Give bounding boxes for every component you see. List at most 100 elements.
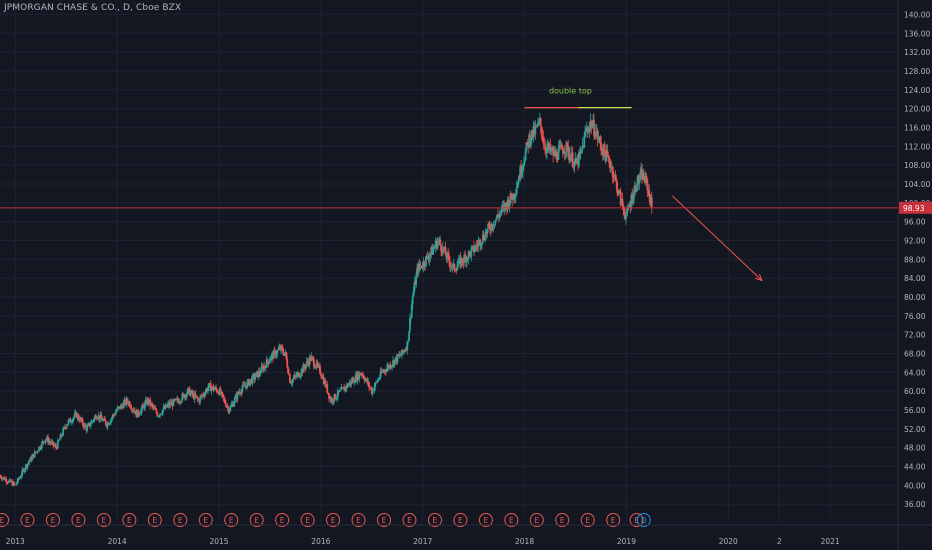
candle-body: [584, 131, 587, 136]
candle-body: [7, 480, 10, 483]
earnings-marker-label: E: [305, 516, 310, 525]
earnings-marker-label: E: [254, 516, 259, 525]
x-tick-label: 2018: [515, 537, 534, 546]
candle-body: [251, 375, 254, 384]
candle-body: [219, 388, 222, 395]
candle-body: [401, 349, 403, 356]
candle-body: [491, 223, 494, 228]
candle-body: [265, 359, 268, 368]
price-axis[interactable]: 36.00 40.00 44.00 48.00 52.00 56.00 60.00 64.00…: [897, 0, 932, 550]
candle-body: [27, 462, 30, 464]
y-tick-label: 96.00: [904, 218, 926, 227]
candle-body: [305, 361, 308, 365]
earnings-marker: [377, 513, 392, 527]
candle-body: [393, 359, 396, 366]
candle-body: [48, 441, 51, 443]
y-tick-label: 72.00: [904, 331, 926, 340]
candle-body: [477, 242, 480, 247]
candle-body: [310, 356, 313, 361]
candle-body: [240, 393, 242, 394]
candle-body: [162, 407, 165, 411]
candle-body: [626, 207, 629, 210]
candle-body: [87, 424, 89, 427]
candle-body: [461, 258, 464, 263]
candle-body: [9, 479, 12, 483]
projection-arrow-line: [671, 195, 763, 281]
candle-body: [499, 211, 502, 214]
candle-body: [140, 408, 143, 414]
candle-body: [102, 419, 105, 422]
y-tick-label: 128.00: [904, 67, 930, 76]
y-tick-label: 124.00: [904, 86, 930, 95]
candle-body: [304, 364, 307, 369]
earnings-marker-label: E: [102, 516, 107, 525]
candle-body: [465, 257, 468, 263]
candle-body: [263, 365, 266, 371]
candle-body: [566, 142, 569, 146]
candle-body: [369, 387, 371, 388]
candle-body: [523, 160, 526, 164]
candle-body: [191, 390, 193, 395]
candle-body: [361, 373, 363, 375]
earnings-marker: [71, 513, 86, 527]
candle-body: [283, 353, 286, 356]
candle-body: [573, 161, 576, 167]
candle-body: [471, 246, 474, 249]
candle-body: [537, 121, 539, 127]
y-tick-label: 40.00: [904, 481, 926, 490]
candle-body: [144, 402, 146, 409]
candle-body: [335, 398, 338, 400]
candle-body: [639, 172, 642, 180]
candle-body: [40, 448, 42, 449]
y-tick-label: 116.00: [904, 123, 930, 132]
candle-body: [122, 402, 125, 409]
y-tick-label: 140.00: [904, 10, 930, 19]
candle-body: [55, 445, 57, 448]
candle-body: [421, 267, 424, 269]
candle-body: [564, 151, 567, 154]
candle-body: [561, 149, 564, 154]
candle-body: [596, 130, 599, 140]
candle-body: [116, 407, 119, 411]
candle-body: [115, 410, 118, 413]
candle-body: [409, 318, 411, 332]
candle-body: [142, 404, 145, 406]
candle-body: [69, 418, 72, 423]
candle-body: [385, 368, 388, 372]
candle-body: [327, 392, 330, 394]
candle-body: [112, 414, 114, 418]
dividend-marker-label: D: [641, 516, 647, 525]
time-axis[interactable]: 2013 2014 2015 2016 2017 2018 2019 2020 2 2021: [0, 524, 932, 546]
candle-body: [0, 475, 2, 478]
candle-body: [199, 397, 201, 403]
earnings-marker: [224, 513, 239, 527]
candle-body: [436, 241, 439, 249]
candle-body: [378, 377, 381, 380]
candle-body: [293, 375, 296, 379]
candle-body: [516, 184, 519, 188]
candle-body: [344, 387, 346, 391]
candle-body: [152, 405, 154, 408]
candle-body: [232, 403, 235, 407]
earnings-marker-label: E: [356, 516, 361, 525]
candle-body: [646, 179, 649, 191]
candle-body: [389, 364, 392, 368]
y-tick-label: 88.00: [904, 255, 926, 264]
candle-body: [374, 382, 377, 387]
y-tick-label: 64.00: [904, 368, 926, 377]
candle-body: [353, 378, 355, 383]
y-tick-label: 132.00: [904, 48, 930, 57]
candle-body: [406, 341, 409, 351]
candle-body: [492, 226, 495, 228]
candle-body: [166, 405, 169, 408]
candle-body: [555, 151, 558, 160]
candle-body: [648, 189, 651, 197]
candle-body: [429, 253, 432, 257]
candle-body: [297, 372, 300, 378]
candle-body: [437, 240, 440, 242]
candle-body: [586, 128, 589, 131]
candle-body: [619, 191, 622, 205]
candle-body: [280, 346, 283, 349]
candle-body: [254, 377, 257, 380]
